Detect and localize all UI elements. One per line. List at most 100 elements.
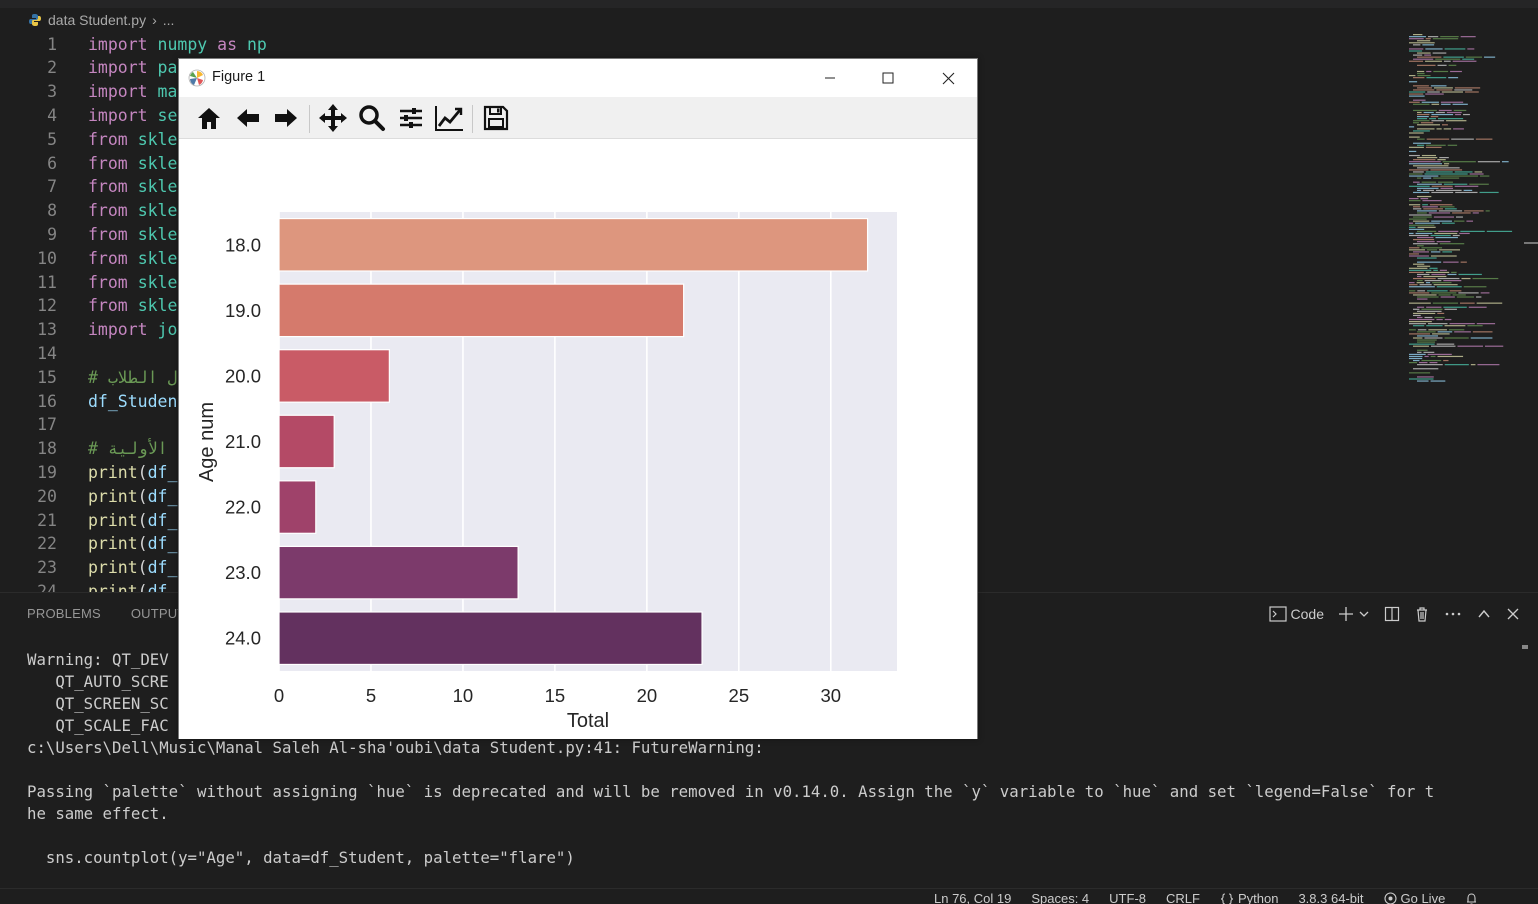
minimap-line [1417, 75, 1431, 77]
code-token: ( [137, 558, 148, 578]
code-token: se [157, 105, 178, 125]
tab-output[interactable]: OUTPUT [130, 606, 186, 621]
tab-problems[interactable]: PROBLEMS [27, 606, 101, 621]
editor-scrollbar-thumb[interactable] [1524, 242, 1538, 244]
minimap-line [1443, 56, 1464, 58]
code-line[interactable]: 22 print(df_ [0, 532, 1400, 556]
code-line[interactable]: 5 from skle [0, 128, 1400, 152]
code-line[interactable]: 10 from skle [0, 247, 1400, 271]
code-token [148, 82, 158, 101]
minimap-line [1453, 220, 1465, 222]
cursor-position[interactable]: Ln 76, Col 19 [934, 891, 1012, 904]
code-line[interactable]: 16 df_Studen [0, 390, 1400, 414]
code-line[interactable]: 20 print(df_ [0, 485, 1400, 509]
figure-canvas[interactable]: 18.0 19.0 20.0 21.0 22.0 23.0 24.0 0 5 10 15 20 25 30… [179, 139, 977, 739]
maximize-button[interactable] [865, 59, 911, 97]
code-line[interactable]: 15 # ل الطلاب [0, 366, 1400, 390]
code-line[interactable]: 3 import ma [0, 80, 1400, 104]
encoding[interactable]: UTF-8 [1109, 891, 1147, 904]
go-live-button[interactable]: Go Live [1383, 891, 1446, 904]
code-line[interactable]: 4 import se [0, 104, 1400, 128]
zoom-button[interactable] [357, 103, 387, 133]
notifications-button[interactable] [1465, 891, 1478, 904]
split-terminal-button[interactable] [1384, 603, 1400, 625]
close-panel-button[interactable] [1506, 603, 1520, 625]
terminal-scrollbar[interactable] [1522, 645, 1528, 649]
code-token: jo [157, 320, 178, 340]
code-line[interactable]: 13 import jo [0, 318, 1400, 342]
minimap-line [1409, 146, 1424, 148]
code-token: df_Studen [88, 391, 178, 411]
new-terminal-button[interactable] [1338, 603, 1370, 625]
terminal-output[interactable]: Warning: QT_DEV QT_AUTO_SCRE QT_SCREEN_S… [27, 649, 1527, 869]
minimap-line [1443, 261, 1459, 263]
minimap-line [1465, 91, 1479, 93]
minimize-button[interactable] [807, 59, 853, 97]
code-line[interactable]: 1 import numpy as np [0, 33, 1400, 57]
minimap-line [1417, 351, 1422, 353]
figure-window[interactable]: Figure 1 [178, 58, 978, 739]
editor-scrollbar[interactable] [1524, 32, 1538, 592]
kill-terminal-button[interactable] [1414, 603, 1430, 625]
minimap-line [1477, 364, 1500, 366]
minimap-line [1427, 36, 1439, 38]
minimap-line [1447, 273, 1457, 276]
breadcrumb[interactable]: data Student.py › ... [0, 8, 1538, 32]
more-actions-button[interactable] [1444, 603, 1462, 625]
minimap-line [1431, 113, 1454, 116]
minimap-line [1451, 138, 1474, 140]
code-line[interactable]: 14 [0, 342, 1400, 366]
go-live-label: Go Live [1400, 891, 1446, 904]
minimap-line [1484, 345, 1504, 347]
code-line[interactable]: 6 from skle [0, 152, 1400, 176]
figure-titlebar[interactable]: Figure 1 [179, 59, 977, 97]
minimap-line [1417, 380, 1429, 382]
minimap-line [1442, 251, 1453, 253]
minimap-line [1417, 230, 1437, 232]
code-line[interactable]: 17 [0, 413, 1400, 437]
minimap-line [1433, 284, 1458, 286]
code-line[interactable]: 12 from skle [0, 294, 1400, 318]
code-line[interactable]: 11 from skle [0, 271, 1400, 295]
code-line[interactable]: 21 print(df_ [0, 509, 1400, 533]
language-mode[interactable]: Python [1220, 891, 1278, 904]
minimap-line [1431, 185, 1453, 187]
indentation[interactable]: Spaces: 4 [1031, 891, 1090, 904]
maximize-panel-button[interactable] [1476, 603, 1492, 625]
minimap-line [1466, 220, 1474, 222]
line-number: 13 [37, 320, 57, 340]
code-line[interactable]: 24 print(df_ [0, 580, 1400, 592]
code-token: from [88, 153, 128, 173]
back-button[interactable] [233, 103, 263, 133]
minimap[interactable] [1406, 32, 1524, 392]
code-line[interactable]: 2 import pa [0, 56, 1400, 80]
configure-subplots-button[interactable] [396, 103, 426, 133]
close-window-button[interactable] [925, 59, 971, 97]
code-line[interactable]: 19 print(df_ [0, 461, 1400, 485]
minimap-line [1409, 50, 1423, 52]
edit-axis-button[interactable] [434, 103, 464, 133]
code-token: skle [137, 201, 178, 221]
line-number: 24 [37, 581, 57, 592]
end-of-line[interactable]: CRLF [1166, 891, 1200, 904]
pan-button[interactable] [318, 103, 348, 133]
minimap-line [1440, 36, 1459, 38]
code-line[interactable]: 9 from skle [0, 223, 1400, 247]
breadcrumb-ellipsis[interactable]: ... [162, 12, 175, 28]
terminal-profile[interactable]: Code [1268, 603, 1324, 625]
code-text: print(df_ [88, 461, 177, 485]
code-line[interactable]: 18 # الأولية [0, 437, 1400, 461]
code-line[interactable]: 7 from skle [0, 175, 1400, 199]
minimap-line [1421, 308, 1443, 310]
code-line[interactable]: 8 from skle [0, 199, 1400, 223]
minimap-line [1476, 302, 1503, 304]
save-button[interactable] [481, 103, 511, 133]
minimap-line [1409, 267, 1428, 269]
minimap-line [1417, 261, 1442, 263]
home-button[interactable] [194, 103, 224, 133]
code-line[interactable]: 23 print(df_ [0, 556, 1400, 580]
python-interpreter[interactable]: 3.8.3 64-bit [1298, 891, 1364, 904]
minimap-line [1436, 128, 1442, 130]
breadcrumb-file[interactable]: data Student.py [48, 12, 147, 28]
forward-button[interactable] [271, 103, 301, 133]
